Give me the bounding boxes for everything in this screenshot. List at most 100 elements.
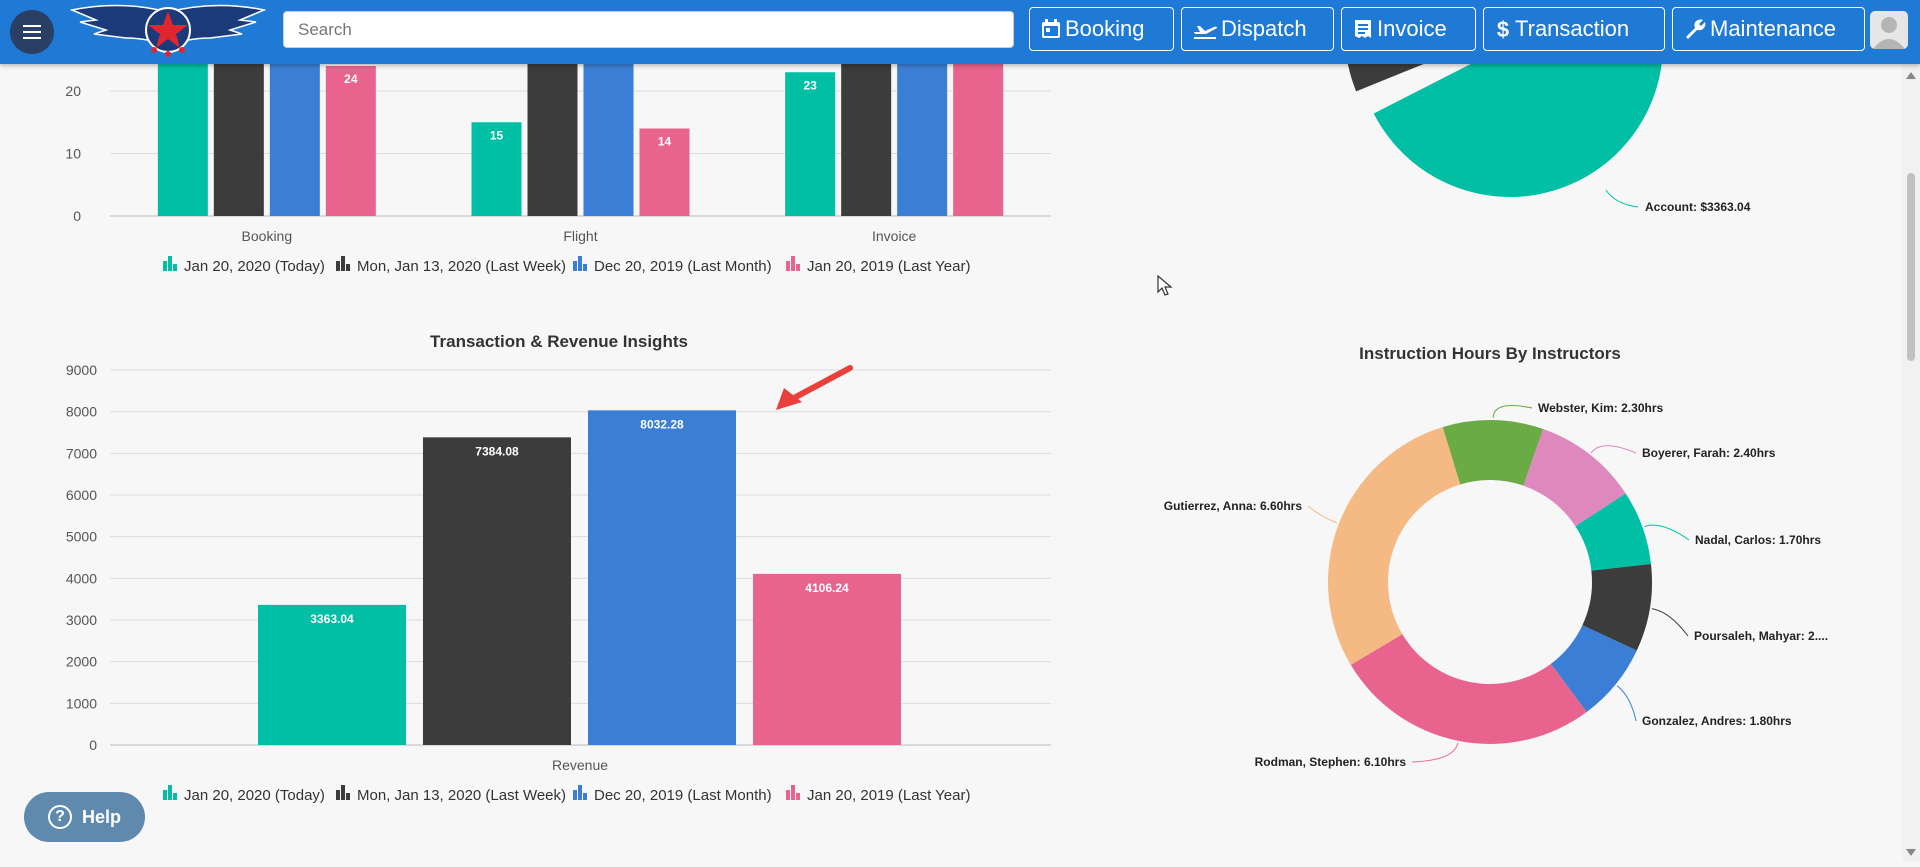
counts-bar-chart: 0 10 20 24 Booking 15 14 Flight 23 Invoice Jan 20,… xyxy=(65,47,1051,275)
donut-slice-label: Webster, Kim: 2.30hrs xyxy=(1538,401,1663,415)
maintenance-label: Maintenance xyxy=(1710,16,1836,41)
bar[interactable] xyxy=(423,437,571,745)
legend-item[interactable]: Dec 20, 2019 (Last Month) xyxy=(573,785,772,804)
legend-label: Mon, Jan 13, 2020 (Last Week) xyxy=(357,787,566,804)
bar[interactable] xyxy=(325,66,376,216)
maintenance-button[interactable]: Maintenance xyxy=(1672,7,1865,51)
y-tick-label: 0 xyxy=(89,737,97,753)
y-tick-label: 3000 xyxy=(66,612,97,628)
bar[interactable] xyxy=(471,122,522,216)
bar-value-label: 15 xyxy=(490,128,504,142)
legend-item[interactable]: Jan 20, 2019 (Last Year) xyxy=(786,785,970,804)
annotation-arrow xyxy=(776,365,853,410)
y-tick-label: 20 xyxy=(65,83,81,99)
x-tick-label: Booking xyxy=(242,228,293,244)
y-tick-label: 7000 xyxy=(66,445,97,461)
bar[interactable] xyxy=(588,410,736,745)
donut-slice-label: Nadal, Carlos: 1.70hrs xyxy=(1695,533,1821,547)
pie-slice[interactable] xyxy=(1373,0,1663,197)
y-tick-label: 10 xyxy=(65,146,81,162)
dispatch-button[interactable]: Dispatch xyxy=(1181,7,1334,51)
transaction-button[interactable]: $ Transaction xyxy=(1483,7,1665,51)
legend-swatch-icon xyxy=(573,790,577,800)
legend-item[interactable]: Mon, Jan 13, 2020 (Last Week) xyxy=(336,785,566,804)
scroll-down-arrow-icon[interactable] xyxy=(1906,849,1916,856)
invoice-button[interactable]: Invoice xyxy=(1341,7,1476,51)
user-icon xyxy=(1873,17,1905,49)
booking-label: Booking xyxy=(1065,16,1145,41)
donut-slice-label: Gonzalez, Andres: 1.80hrs xyxy=(1642,714,1792,728)
bar-value-label: 24 xyxy=(344,72,358,86)
legend-item[interactable]: Dec 20, 2019 (Last Month) xyxy=(573,256,772,275)
legend-item[interactable]: Jan 20, 2020 (Today) xyxy=(163,256,325,275)
bar[interactable] xyxy=(785,72,836,216)
account-pie-chart: Account: $3363.04 xyxy=(1345,0,1751,214)
dashboard-charts: 0 10 20 24 Booking 15 14 Flight 23 Invoice Jan 20,… xyxy=(65,0,1828,804)
legend-swatch-icon xyxy=(336,261,340,271)
y-tick-label: 5000 xyxy=(66,529,97,545)
y-tick-label: 6000 xyxy=(66,487,97,503)
bar-value-label: 4106.24 xyxy=(805,581,849,595)
donut-slice[interactable] xyxy=(1442,420,1544,486)
y-tick-label: 2000 xyxy=(66,654,97,670)
donut-slice-label: Rodman, Stephen: 6.10hrs xyxy=(1255,755,1407,769)
menu-button[interactable] xyxy=(10,10,54,54)
donut-slice[interactable] xyxy=(1550,625,1637,712)
donut-slice[interactable] xyxy=(1523,428,1626,527)
top-bar: Booking Dispatch Invoice $ Transaction M… xyxy=(0,0,1920,64)
transaction-revenue-chart: Transaction & Revenue Insights 0 1000 2000 3… xyxy=(66,332,1051,804)
booking-button[interactable]: Booking xyxy=(1029,7,1174,51)
bar[interactable] xyxy=(213,47,264,216)
donut-slice-label: Boyerer, Farah: 2.40hrs xyxy=(1642,446,1776,460)
legend-item[interactable]: Jan 20, 2019 (Last Year) xyxy=(786,256,970,275)
y-tick-label: 1000 xyxy=(66,695,97,711)
scroll-thumb[interactable] xyxy=(1907,173,1915,361)
help-button[interactable]: ? Help xyxy=(24,792,145,842)
donut-slice[interactable] xyxy=(1582,563,1652,651)
question-icon: ? xyxy=(48,805,72,829)
invoice-label: Invoice xyxy=(1377,16,1447,41)
donut-slice[interactable] xyxy=(1350,634,1587,745)
legend-item[interactable]: Mon, Jan 13, 2020 (Last Week) xyxy=(336,256,566,275)
bar[interactable] xyxy=(841,47,892,216)
search-input[interactable] xyxy=(283,11,1014,48)
donut-slice[interactable] xyxy=(1575,493,1651,571)
y-tick-label: 4000 xyxy=(66,570,97,586)
legend-item[interactable]: Jan 20, 2020 (Today) xyxy=(163,785,325,804)
legend-label: Jan 20, 2020 (Today) xyxy=(184,258,325,275)
legend-swatch-icon xyxy=(573,261,577,271)
plane-departure-icon xyxy=(1194,26,1217,39)
bar[interactable] xyxy=(527,47,578,216)
bar[interactable] xyxy=(639,128,690,217)
legend-swatch-icon xyxy=(786,261,790,271)
pie-slice-label: Account: $3363.04 xyxy=(1645,200,1751,214)
donut-slice-label: Poursaleh, Mahyar: 2.... xyxy=(1694,629,1828,643)
legend-swatch-icon xyxy=(163,790,167,800)
chart-title: Instruction Hours By Instructors xyxy=(1359,344,1621,363)
bar[interactable] xyxy=(258,604,406,745)
bar[interactable] xyxy=(157,47,208,216)
svg-text:$: $ xyxy=(1497,18,1509,40)
legend-label: Jan 20, 2019 (Last Year) xyxy=(807,787,970,804)
y-tick-label: 9000 xyxy=(66,362,97,378)
bar[interactable] xyxy=(953,47,1004,216)
legend-label: Dec 20, 2019 (Last Month) xyxy=(594,787,772,804)
user-avatar[interactable] xyxy=(1870,11,1908,49)
dollar-icon: $ xyxy=(1497,18,1509,40)
donut-slice[interactable] xyxy=(1328,427,1461,665)
bar[interactable] xyxy=(753,573,901,745)
scroll-up-arrow-icon[interactable] xyxy=(1906,72,1916,79)
bar[interactable] xyxy=(897,47,948,216)
vertical-scrollbar[interactable] xyxy=(1902,64,1920,862)
bar[interactable] xyxy=(269,47,320,216)
bar-value-label: 3363.04 xyxy=(310,612,354,626)
y-tick-label: 0 xyxy=(73,208,81,224)
legend-swatch-icon xyxy=(336,790,340,800)
bar-value-label: 23 xyxy=(803,78,817,92)
bar-value-label: 14 xyxy=(658,135,672,149)
bar[interactable] xyxy=(583,47,634,216)
instruction-hours-donut-chart: Instruction Hours By Instructors Webster,… xyxy=(1164,344,1828,769)
calendar-icon xyxy=(1042,19,1060,38)
invoice-icon xyxy=(1355,20,1371,38)
